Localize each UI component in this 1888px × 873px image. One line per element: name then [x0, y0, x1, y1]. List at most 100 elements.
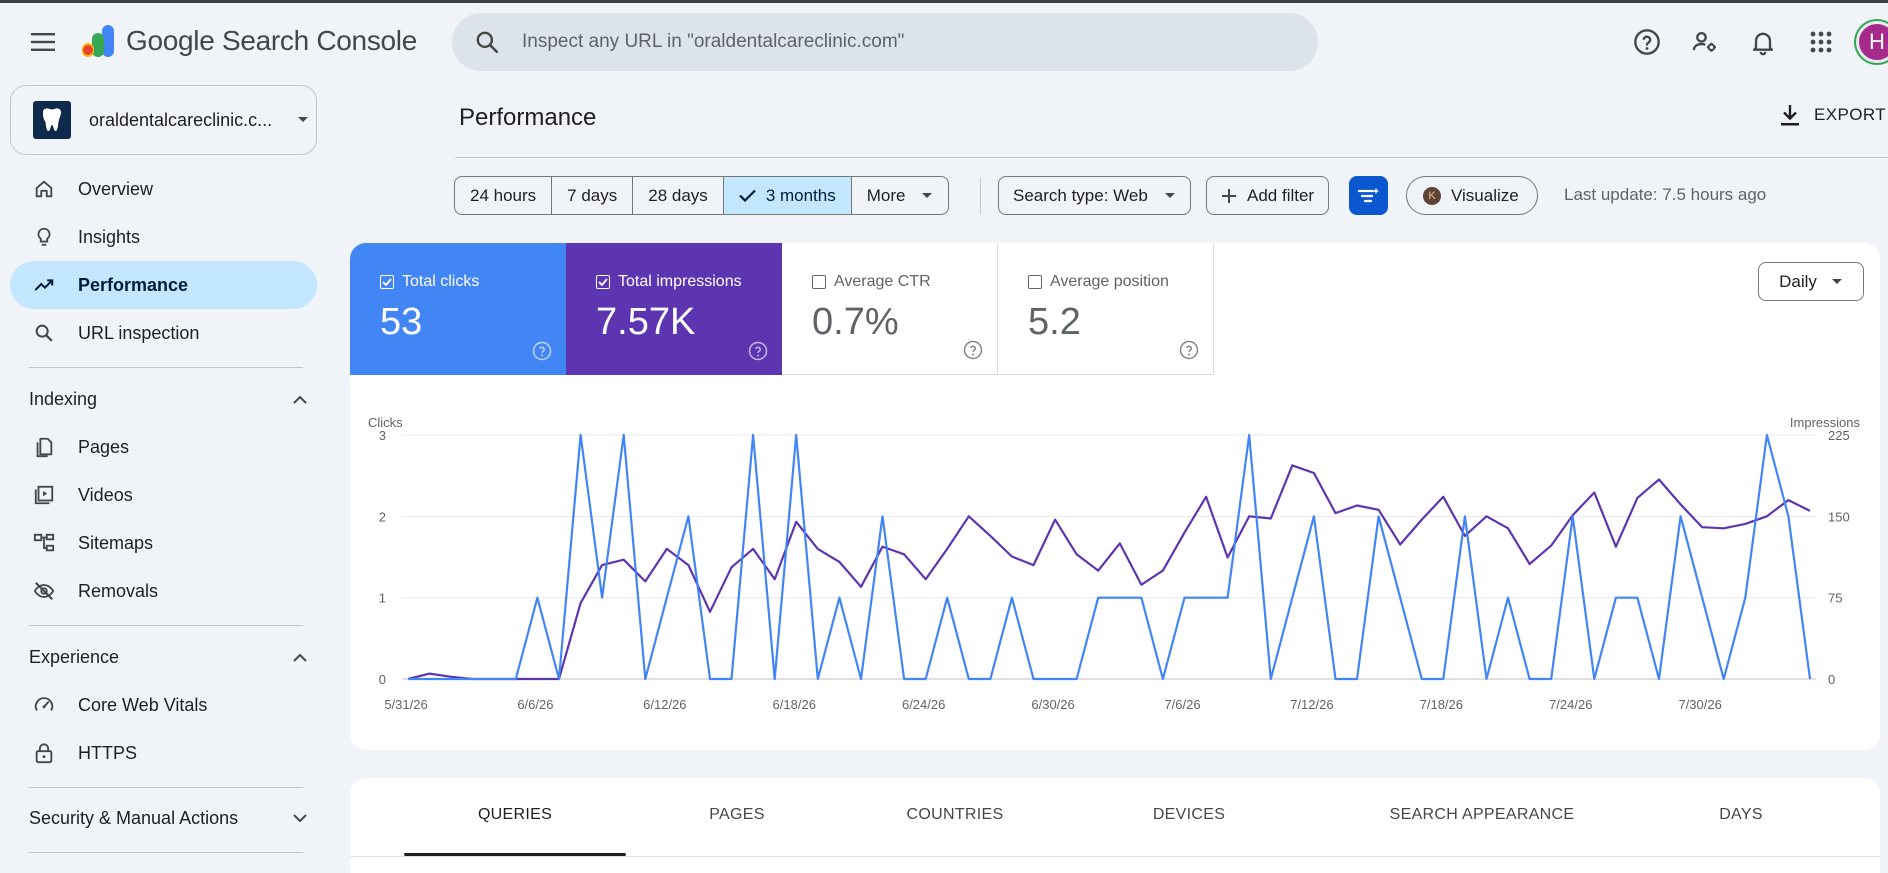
menu-icon[interactable] — [26, 25, 60, 59]
tab-days[interactable]: DAYS — [1719, 806, 1763, 823]
section-experience-title: Experience — [29, 646, 120, 667]
sidebar-item-https[interactable]: HTTPS — [10, 729, 317, 777]
metric-value: 7.57K — [596, 301, 696, 343]
app-logo[interactable]: Google Search Console — [80, 23, 417, 59]
property-name: oraldentalcareclinic.c... — [89, 109, 273, 130]
section-experience-header[interactable]: Experience — [29, 637, 307, 677]
property-selector[interactable]: oraldentalcareclinic.c... — [10, 85, 317, 155]
x-tick-label: 7/30/26 — [1678, 697, 1721, 712]
range-label: 3 months — [765, 185, 836, 205]
y-left-axis-title: Clicks — [368, 415, 403, 430]
apps-icon[interactable] — [1805, 26, 1837, 58]
sidebar-divider — [29, 852, 303, 853]
sidebar-item-label: Performance — [78, 274, 189, 295]
help-icon[interactable] — [1179, 340, 1199, 360]
sidebar-item-label: Removals — [78, 580, 159, 601]
help-icon[interactable] — [532, 341, 552, 361]
range-28-days-button[interactable]: 28 days — [633, 177, 724, 214]
pages-icon — [32, 435, 56, 459]
visualize-button[interactable]: K Visualize — [1406, 176, 1538, 215]
section-indexing-title: Indexing — [29, 388, 98, 409]
metric-total-impressions[interactable]: Total impressions 7.57K — [566, 243, 782, 375]
sidebar-item-core-web-vitals[interactable]: Core Web Vitals — [10, 681, 317, 729]
dimension-tabs-card: QUERIES PAGES COUNTRIES DEVICES SEARCH A… — [350, 778, 1880, 873]
y-right-tick-label: 75 — [1828, 591, 1842, 606]
tab-queries[interactable]: QUERIES — [477, 806, 553, 823]
home-icon — [32, 177, 56, 201]
tab-devices[interactable]: DEVICES — [1152, 806, 1226, 823]
section-security-title: Security & Manual Actions — [29, 807, 239, 828]
export-label: EXPORT — [1814, 105, 1886, 124]
chevron-down-icon — [293, 813, 307, 822]
sidebar-item-label: URL inspection — [78, 322, 200, 343]
sidebar-item-insights[interactable]: Insights — [10, 213, 317, 261]
export-button[interactable]: EXPORT — [1780, 104, 1886, 126]
search-console-logo-icon — [82, 25, 114, 57]
range-3-months-button[interactable]: 3 months — [723, 177, 852, 214]
filter-settings-icon[interactable] — [1349, 176, 1388, 215]
help-icon[interactable] — [963, 340, 983, 360]
sidebar-item-label: Core Web Vitals — [78, 694, 208, 715]
range-7-days-button[interactable]: 7 days — [552, 177, 634, 214]
sidebar-divider — [29, 625, 303, 626]
y-left-tick-label: 3 — [379, 428, 386, 443]
metric-label: Total clicks — [402, 273, 480, 290]
bell-icon[interactable] — [1747, 26, 1779, 58]
granularity-dropdown[interactable]: Daily — [1758, 262, 1864, 301]
x-tick-label: 6/24/26 — [902, 697, 945, 712]
range-label: 28 days — [648, 185, 708, 205]
add-filter-button[interactable]: Add filter — [1206, 176, 1330, 215]
performance-chart-card: Total clicks 53 Total impressions 7.57K … — [350, 243, 1880, 750]
help-icon[interactable] — [1631, 26, 1663, 58]
metric-value: 0.7% — [812, 301, 899, 343]
caret-down-icon — [1164, 192, 1175, 198]
url-inspect-search-bar[interactable] — [452, 13, 1318, 71]
url-inspect-input[interactable] — [522, 31, 1282, 53]
download-icon — [1781, 105, 1799, 126]
sidebar-item-removals[interactable]: Removals — [10, 567, 317, 615]
checkbox-checked-icon[interactable] — [596, 275, 610, 289]
range-label: 7 days — [567, 185, 618, 205]
checkbox-unchecked-icon[interactable] — [812, 275, 826, 289]
tabs-divider — [350, 856, 1880, 857]
checkbox-checked-icon[interactable] — [380, 275, 394, 289]
performance-line-chart: Clicks Impressions 0 0 1 75 2 150 3 225 5/31/26 6/6… — [368, 415, 1861, 712]
search-type-label: Search type: Web — [1013, 185, 1148, 205]
caret-down-icon — [298, 117, 308, 122]
avatar[interactable]: H — [1856, 21, 1888, 63]
metric-average-ctr[interactable]: Average CTR 0.7% — [782, 243, 998, 375]
app-name: Google Search Console — [126, 25, 417, 56]
metric-average-position[interactable]: Average position 5.2 — [998, 243, 1214, 375]
caret-down-icon — [1831, 278, 1842, 284]
sidebar-item-label: Videos — [78, 484, 133, 505]
sidebar-item-url-inspection[interactable]: URL inspection — [10, 309, 317, 357]
manage-users-icon[interactable] — [1689, 26, 1721, 58]
sidebar-item-pages[interactable]: Pages — [10, 423, 317, 471]
sidebar-item-label: Overview — [78, 178, 154, 199]
range-24-hours-button[interactable]: 24 hours — [455, 177, 553, 214]
metric-total-clicks[interactable]: Total clicks 53 — [350, 243, 566, 375]
sidebar-divider — [29, 787, 303, 788]
range-more-button[interactable]: More — [852, 177, 949, 214]
tab-pages[interactable]: PAGES — [709, 806, 765, 823]
sidebar-item-performance[interactable]: Performance — [10, 261, 317, 309]
sidebar-item-sitemaps[interactable]: Sitemaps — [10, 519, 317, 567]
sidebar-item-overview[interactable]: Overview — [10, 165, 317, 213]
help-icon[interactable] — [748, 341, 768, 361]
add-filter-label: Add filter — [1247, 185, 1315, 205]
metric-label: Total impressions — [618, 273, 742, 290]
checkbox-unchecked-icon[interactable] — [1028, 275, 1042, 289]
tab-countries[interactable]: COUNTRIES — [906, 806, 1004, 823]
section-security-header[interactable]: Security & Manual Actions — [29, 798, 307, 838]
search-icon — [32, 321, 56, 345]
sidebar-item-videos[interactable]: Videos — [10, 471, 317, 519]
section-indexing-header[interactable]: Indexing — [29, 379, 307, 419]
sidebar-item-label: Pages — [78, 436, 130, 457]
series-line-impressions — [407, 464, 1811, 681]
granularity-label: Daily — [1779, 271, 1817, 291]
series-line-clicks — [408, 433, 1812, 681]
search-type-dropdown[interactable]: Search type: Web — [998, 176, 1191, 215]
tab-search-appearance[interactable]: SEARCH APPEARANCE — [1389, 806, 1575, 823]
eye-off-icon — [32, 579, 56, 603]
tooth-logo-icon — [33, 101, 71, 139]
